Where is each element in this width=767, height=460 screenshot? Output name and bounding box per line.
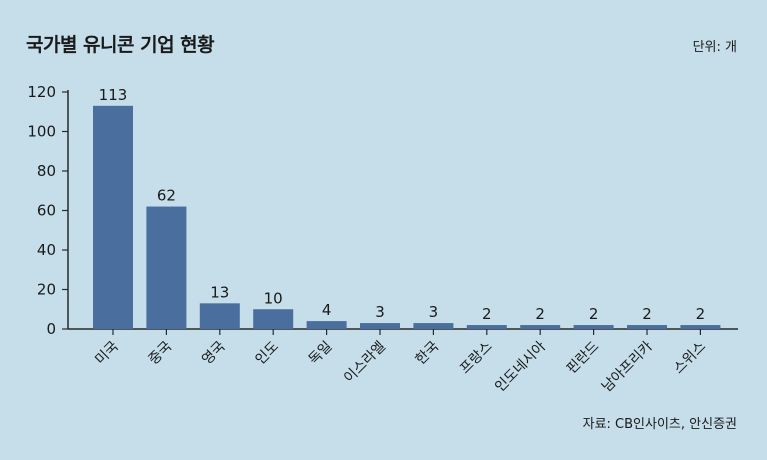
data-label-10: 2 (642, 305, 652, 323)
y-tick-label: 80 (37, 162, 56, 180)
y-tick-label: 60 (37, 202, 56, 220)
category-label-7: 프랑스 (457, 338, 496, 377)
bar-8 (520, 325, 561, 329)
category-label-11: 스위스 (671, 338, 710, 377)
y-tick-label: 0 (46, 320, 56, 338)
bar-2 (199, 303, 240, 329)
data-label-7: 2 (482, 305, 492, 323)
data-label-5: 3 (375, 303, 385, 321)
data-label-1: 62 (157, 187, 176, 205)
bar-10 (627, 325, 667, 329)
bar-3 (253, 309, 294, 329)
y-tick-label: 40 (37, 241, 56, 259)
bar-0 (93, 105, 133, 329)
y-tick-label: 120 (27, 83, 56, 101)
category-label-9: 핀란드 (564, 338, 603, 377)
bar-4 (306, 321, 347, 329)
category-label-10: 남아프리카 (599, 338, 656, 395)
data-label-6: 3 (429, 303, 439, 321)
chart-axes: 0 20 40 60 80 100 120 (27, 83, 738, 338)
data-label-8: 2 (535, 305, 545, 323)
y-tick-label: 20 (37, 281, 56, 299)
y-tick-label: 100 (27, 123, 56, 141)
bar-7 (466, 325, 507, 329)
category-label-1: 중국 (146, 338, 176, 368)
category-label-2: 영국 (199, 338, 229, 368)
data-label-2: 13 (210, 283, 229, 301)
bar-9 (573, 325, 614, 329)
category-label-6: 한국 (413, 338, 443, 368)
category-label-3: 인도 (252, 338, 282, 368)
chart-bars (93, 105, 721, 329)
bar-1 (146, 206, 187, 329)
source-label: 자료: CB인사이츠, 안신증권 (582, 417, 737, 432)
data-label-11: 2 (696, 305, 706, 323)
bar-6 (413, 323, 454, 329)
data-label-9: 2 (589, 305, 599, 323)
category-label-0: 미국 (92, 338, 122, 368)
bar-11 (680, 325, 721, 329)
chart-title: 국가별 유니콘 기업 현황 (26, 34, 215, 56)
bar-5 (360, 323, 400, 329)
data-label-4: 4 (322, 301, 332, 319)
data-label-3: 10 (264, 289, 283, 307)
category-label-5: 이스라엘 (341, 339, 389, 387)
category-label-8: 인도네시아 (492, 338, 549, 395)
category-label-4: 독일 (306, 339, 336, 369)
data-label-0: 113 (99, 86, 128, 104)
unit-label: 단위: 개 (692, 40, 737, 55)
